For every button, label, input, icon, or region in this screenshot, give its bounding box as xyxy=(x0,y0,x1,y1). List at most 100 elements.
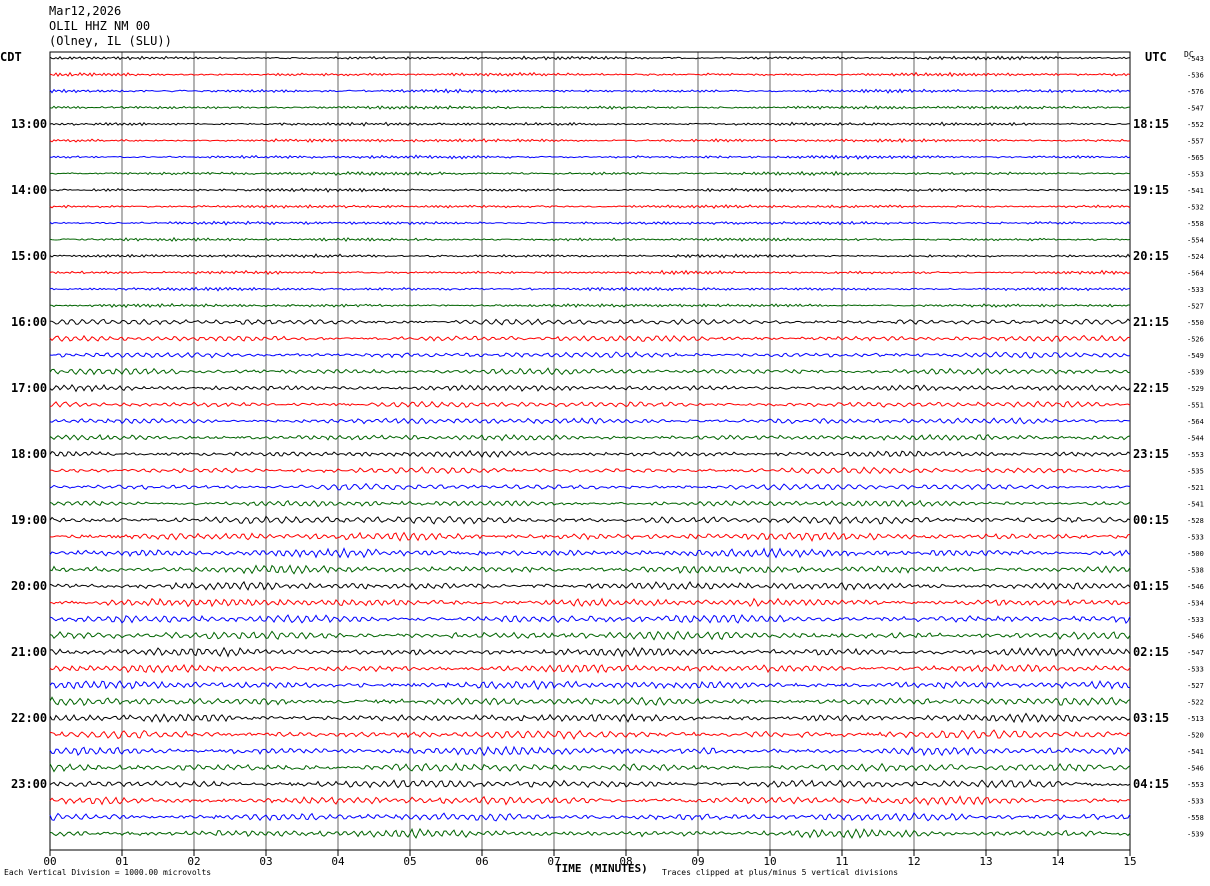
dc-offset-value: -529 xyxy=(1187,385,1204,393)
dc-offset-value: -576 xyxy=(1187,88,1204,96)
seismic-trace xyxy=(49,712,1131,724)
seismic-trace xyxy=(49,302,1130,309)
dc-offset-value: -513 xyxy=(1187,715,1204,723)
dc-offset-value: -520 xyxy=(1187,732,1204,740)
seismic-trace xyxy=(49,55,1131,61)
seismic-trace xyxy=(49,170,1131,177)
left-hour-label: 23:00 xyxy=(11,777,47,791)
dc-offset-value: -557 xyxy=(1187,138,1204,146)
seismic-trace xyxy=(49,779,1131,789)
dc-offset-value: -546 xyxy=(1187,765,1204,773)
right-hour-label: 18:15 xyxy=(1133,117,1169,131)
dc-offset-value: -553 xyxy=(1187,451,1204,459)
seismic-trace xyxy=(49,482,1131,491)
x-tick-label: 04 xyxy=(331,855,345,868)
seismic-trace xyxy=(49,236,1131,243)
dc-offset-value: -533 xyxy=(1187,286,1204,294)
right-hour-label: 22:15 xyxy=(1133,381,1169,395)
right-hour-label: 03:15 xyxy=(1133,711,1169,725)
seismic-trace xyxy=(49,646,1131,658)
dc-offset-value: -539 xyxy=(1187,369,1204,377)
seismic-trace xyxy=(49,515,1131,526)
dc-offset-value: -547 xyxy=(1187,105,1204,113)
dc-offset-value: -527 xyxy=(1187,682,1204,690)
dc-offset-value: -533 xyxy=(1187,616,1204,624)
x-tick-label: 05 xyxy=(403,855,416,868)
left-hour-label: 20:00 xyxy=(11,579,47,593)
dc-offset-value: -533 xyxy=(1187,798,1204,806)
dc-offset-value: -551 xyxy=(1187,402,1204,410)
seismic-trace xyxy=(49,417,1131,425)
x-axis-title: TIME (MINUTES) xyxy=(555,862,648,875)
seismic-trace xyxy=(49,384,1131,393)
seismic-trace xyxy=(49,745,1131,757)
dc-offset-value: -526 xyxy=(1187,336,1204,344)
x-tick-label: 11 xyxy=(835,855,848,868)
dc-offset-value: -544 xyxy=(1187,435,1204,443)
dc-offset-value: -528 xyxy=(1187,517,1204,525)
seismic-trace xyxy=(49,367,1131,376)
seismic-trace xyxy=(49,827,1131,839)
dc-offset-value: -533 xyxy=(1187,666,1204,674)
dc-offset-value: -539 xyxy=(1187,831,1204,839)
seismic-trace xyxy=(49,204,1131,209)
right-hour-label: 19:15 xyxy=(1133,183,1169,197)
left-hour-label: 18:00 xyxy=(11,447,47,461)
seismic-trace xyxy=(49,71,1131,78)
clip-note: Traces clipped at plus/minus 5 vertical … xyxy=(662,868,899,877)
right-hour-label: 02:15 xyxy=(1133,645,1169,659)
dc-offset-value: -547 xyxy=(1187,649,1204,657)
seismic-trace xyxy=(49,334,1131,343)
scale-note: Each Vertical Division = 1000.00 microvo… xyxy=(4,868,212,877)
dc-offset-value: -541 xyxy=(1187,748,1204,756)
left-hour-label: 13:00 xyxy=(11,117,47,131)
dc-offset-value: -524 xyxy=(1187,253,1204,261)
dc-offset-value: -550 xyxy=(1187,319,1204,327)
seismic-trace xyxy=(49,269,1131,276)
seismic-trace xyxy=(49,138,1131,144)
seismic-trace xyxy=(49,121,1130,127)
seismic-trace xyxy=(50,154,1131,160)
right-hour-label: 01:15 xyxy=(1133,579,1169,593)
seismic-trace xyxy=(49,449,1131,459)
dc-offset-value: -546 xyxy=(1187,633,1204,641)
left-hour-label: 21:00 xyxy=(11,645,47,659)
x-tick-label: 06 xyxy=(475,855,488,868)
seismic-trace xyxy=(49,88,1131,94)
dc-offset-value: -521 xyxy=(1187,484,1204,492)
right-hour-label: 20:15 xyxy=(1133,249,1169,263)
dc-offset-value: -541 xyxy=(1187,501,1204,509)
dc-offset-value: -558 xyxy=(1187,814,1204,822)
right-hour-label: 04:15 xyxy=(1133,777,1169,791)
dc-offset-value: -564 xyxy=(1187,418,1204,426)
seismic-trace xyxy=(49,614,1131,625)
seismic-trace xyxy=(49,762,1131,773)
seismic-trace xyxy=(49,187,1131,193)
x-tick-label: 01 xyxy=(115,855,128,868)
dc-offset-value: -564 xyxy=(1187,270,1204,278)
x-tick-label: 08 xyxy=(619,855,632,868)
dc-offset-value: -536 xyxy=(1187,72,1204,80)
seismic-trace xyxy=(49,580,1131,591)
seismic-trace xyxy=(49,433,1131,442)
dc-offset-value: -549 xyxy=(1187,352,1204,360)
seismic-trace xyxy=(49,104,1131,110)
seismic-trace xyxy=(49,564,1131,575)
dc-offset-value: -558 xyxy=(1187,220,1204,228)
seismic-trace xyxy=(49,286,1131,292)
seismic-trace xyxy=(49,696,1131,707)
plot-frame xyxy=(49,51,1131,851)
seismic-trace xyxy=(49,679,1131,691)
dc-offset-value: -541 xyxy=(1187,187,1204,195)
dc-offset-value: -543 xyxy=(1187,55,1204,63)
seismic-trace xyxy=(49,663,1131,674)
seismic-trace xyxy=(49,400,1131,408)
left-hour-label: 22:00 xyxy=(11,711,47,725)
x-tick-label: 13 xyxy=(979,855,992,868)
dc-offset-value: -500 xyxy=(1187,550,1204,558)
seismic-trace xyxy=(49,351,1131,359)
dc-offset-value: -538 xyxy=(1187,567,1204,575)
dc-offset-value: -553 xyxy=(1187,171,1204,179)
dc-offset-value: -554 xyxy=(1187,237,1204,245)
dc-offset-value: -527 xyxy=(1187,303,1204,311)
